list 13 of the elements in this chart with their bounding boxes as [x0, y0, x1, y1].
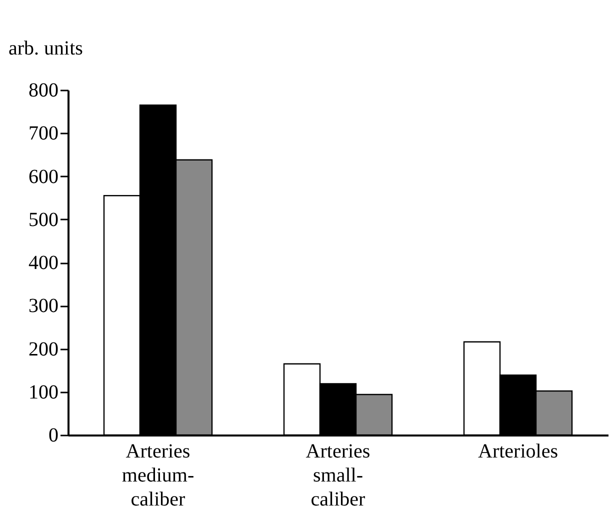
y-tick-label: 700: [28, 122, 58, 145]
y-tick-label: 800: [28, 80, 58, 102]
y-tick-label: 500: [28, 208, 58, 231]
y-tick-label: 400: [28, 252, 58, 274]
y-tick-label: 600: [28, 166, 58, 188]
y-tick-label: 200: [28, 338, 58, 360]
x-tick-label: Arteries small- caliber: [306, 440, 370, 510]
y-tick-label: 0: [48, 424, 58, 446]
y-tick-label: 300: [28, 295, 58, 318]
y-tick-label: 100: [28, 381, 58, 404]
y-axis-title: arb. units: [8, 38, 84, 60]
x-tick-label: Arterioles: [478, 440, 558, 462]
x-tick-label: Arteries medium- caliber: [122, 440, 194, 510]
